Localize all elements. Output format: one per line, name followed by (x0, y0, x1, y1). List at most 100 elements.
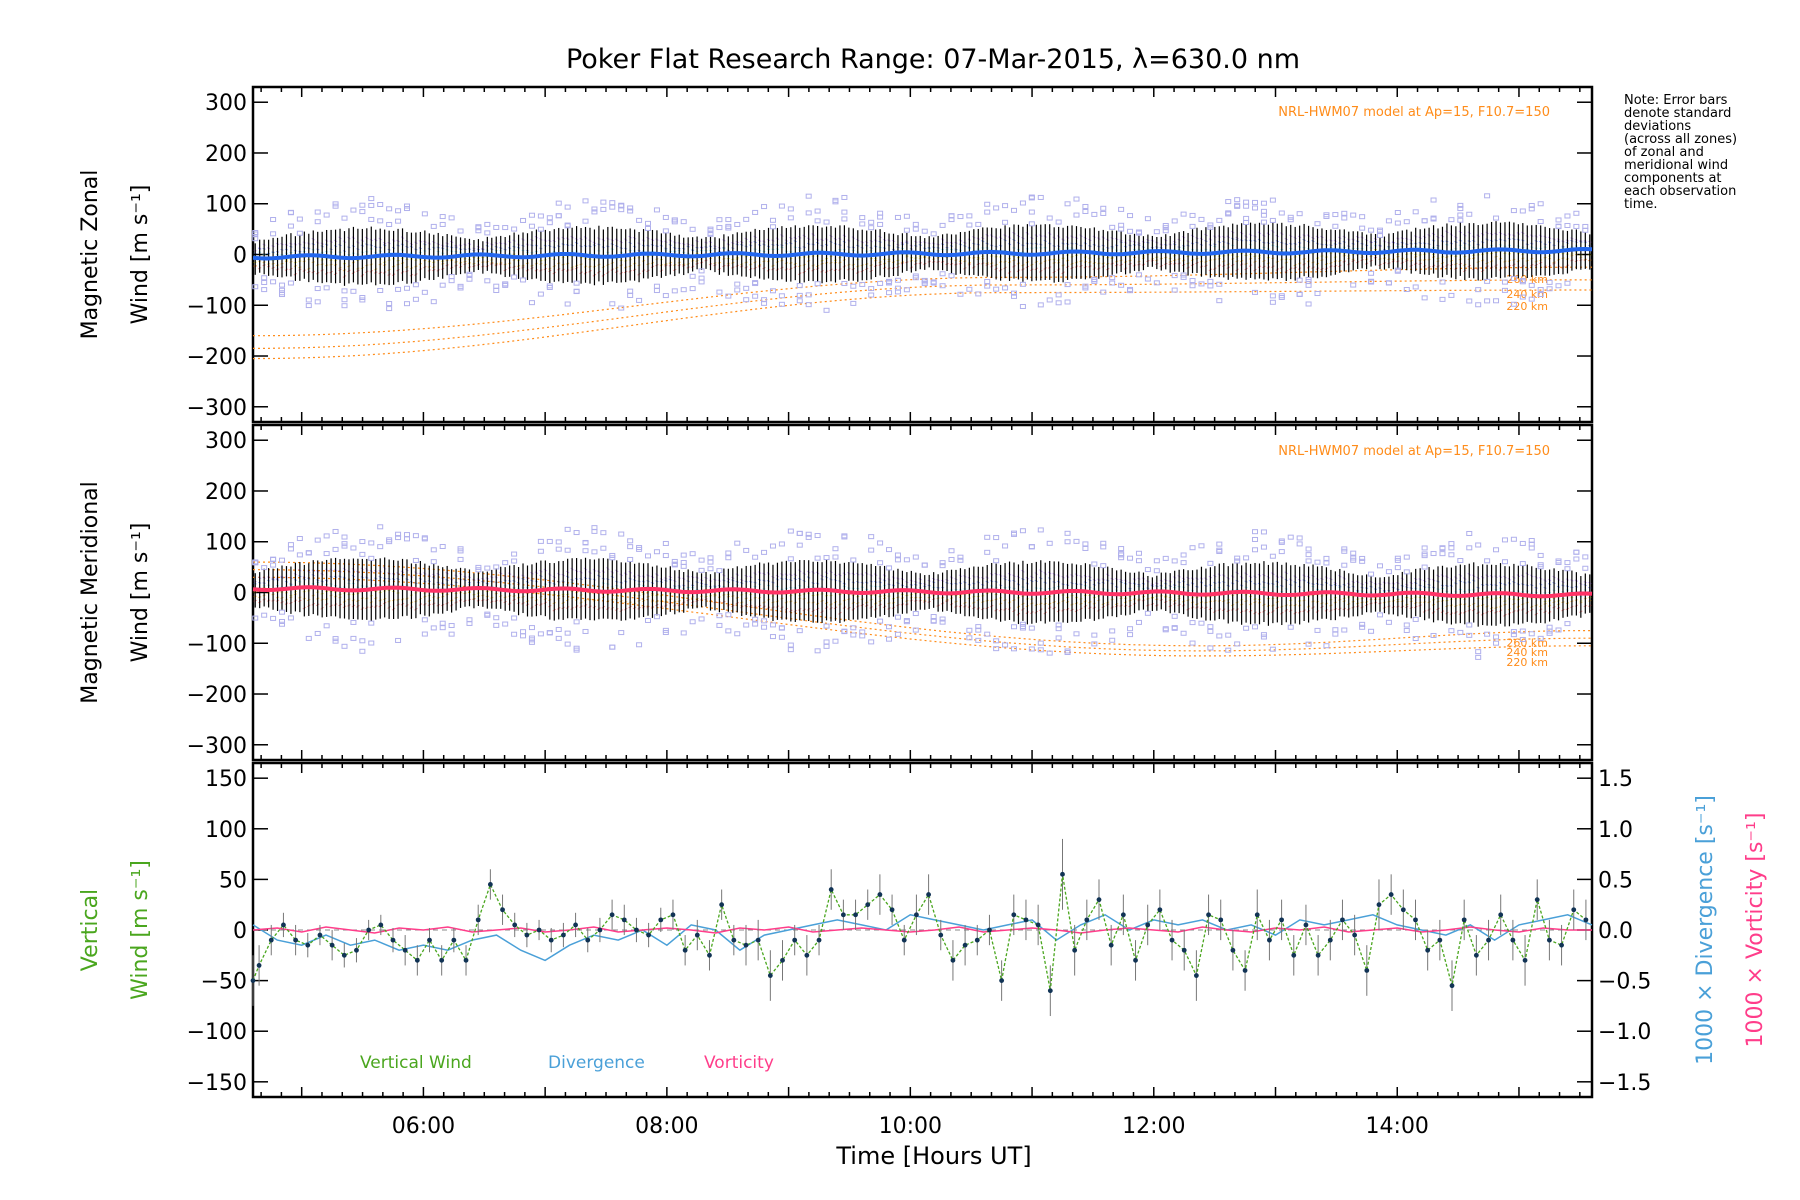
scatter-point (1091, 278, 1098, 284)
scatter-point (894, 631, 901, 637)
scatter-point (823, 555, 830, 561)
scatter-point (868, 225, 875, 231)
scatter-point (430, 559, 437, 565)
scatter-point (582, 218, 589, 224)
y-tick-label: 0 (233, 582, 247, 607)
scatter-point (1260, 544, 1267, 550)
scatter-point (270, 562, 277, 568)
scatter-point (555, 635, 562, 641)
scatter-point (421, 536, 428, 542)
scatter-point (270, 217, 277, 223)
scatter-point (493, 283, 500, 289)
scatter-point (1216, 298, 1223, 304)
scatter-point (805, 531, 812, 537)
scatter-point (1296, 211, 1303, 217)
scatter-point (984, 534, 991, 540)
scatter-point (984, 631, 991, 637)
scatter-point (787, 528, 794, 534)
scatter-point (1457, 202, 1464, 208)
scatter-point (877, 560, 884, 566)
scatter-point (493, 615, 500, 621)
scatter-point (769, 622, 776, 628)
model-altitude-label: 260 km (1506, 637, 1548, 650)
scatter-point (341, 297, 348, 303)
scatter-point (582, 198, 589, 204)
scatter-point (502, 621, 509, 627)
scatter-point (627, 556, 634, 562)
scatter-point (1234, 641, 1241, 647)
scatter-point (1252, 205, 1259, 211)
scatter-point (627, 538, 634, 544)
scatter-point (1064, 530, 1071, 536)
scatter-point (1555, 217, 1562, 223)
scatter-point (1376, 229, 1383, 235)
scatter-point (1171, 613, 1178, 619)
scatter-point (1073, 631, 1080, 637)
scatter-point (457, 228, 464, 234)
scatter-point (921, 562, 928, 568)
scatter-point (1055, 622, 1062, 628)
scatter-point (1484, 298, 1491, 304)
scatter-point (1198, 543, 1205, 549)
scatter-point (341, 303, 348, 309)
scatter-point (1278, 538, 1285, 544)
scatter-point (323, 285, 330, 291)
scatter-point (359, 202, 366, 208)
scatter-point (1135, 558, 1142, 564)
scatter-point (1305, 558, 1312, 564)
scatter-point (734, 287, 741, 293)
scatter-point (957, 214, 964, 220)
scatter-point (386, 301, 393, 307)
scatter-point (270, 556, 277, 562)
scatter-point (600, 199, 607, 205)
scatter-point (796, 628, 803, 634)
scatter-point (832, 554, 839, 560)
scatter-point (1305, 641, 1312, 647)
y-tick-label: −100 (187, 294, 247, 319)
scatter-point (1537, 287, 1544, 293)
scatter-point (1046, 650, 1053, 656)
scatter-point (1135, 619, 1142, 625)
scatter-point (1546, 286, 1553, 292)
scatter-point (1368, 227, 1375, 233)
scatter-point (1028, 625, 1035, 631)
scatter-point (537, 548, 544, 554)
scatter-point (1493, 215, 1500, 221)
scatter-point (778, 301, 785, 307)
scatter-point (1127, 288, 1134, 294)
scatter-point (1430, 216, 1437, 222)
scatter-point (1234, 197, 1241, 203)
scatter-point (1100, 205, 1107, 211)
scatter-point (1002, 219, 1009, 225)
scatter-point (1127, 626, 1134, 632)
scatter-point (1073, 212, 1080, 218)
scatter-point (1055, 300, 1062, 306)
scatter-point (1430, 197, 1437, 203)
scatter-point (564, 301, 571, 307)
scatter-point (439, 282, 446, 288)
scatter-point (1010, 531, 1017, 537)
scatter-point (850, 300, 857, 306)
scatter-point (439, 543, 446, 549)
scatter-point (1171, 287, 1178, 293)
scatter-point (475, 225, 482, 231)
scatter-point (671, 561, 678, 567)
scatter-point (662, 630, 669, 636)
scatter-point (1073, 196, 1080, 202)
scatter-point (1037, 194, 1044, 200)
scatter-point (1269, 646, 1276, 652)
scatter-point (698, 567, 705, 573)
scatter-point (894, 277, 901, 283)
scatter-point (1073, 538, 1080, 544)
scatter-point (1037, 302, 1044, 308)
scatter-point (493, 622, 500, 628)
scatter-point (787, 215, 794, 221)
scatter-point (1278, 293, 1285, 299)
scatter-point (939, 560, 946, 566)
scatter-point (1332, 627, 1339, 633)
scatter-point (662, 228, 669, 234)
scatter-point (1189, 620, 1196, 626)
scatter-point (439, 214, 446, 220)
scatter-point (1528, 282, 1535, 288)
scatter-point (341, 288, 348, 294)
